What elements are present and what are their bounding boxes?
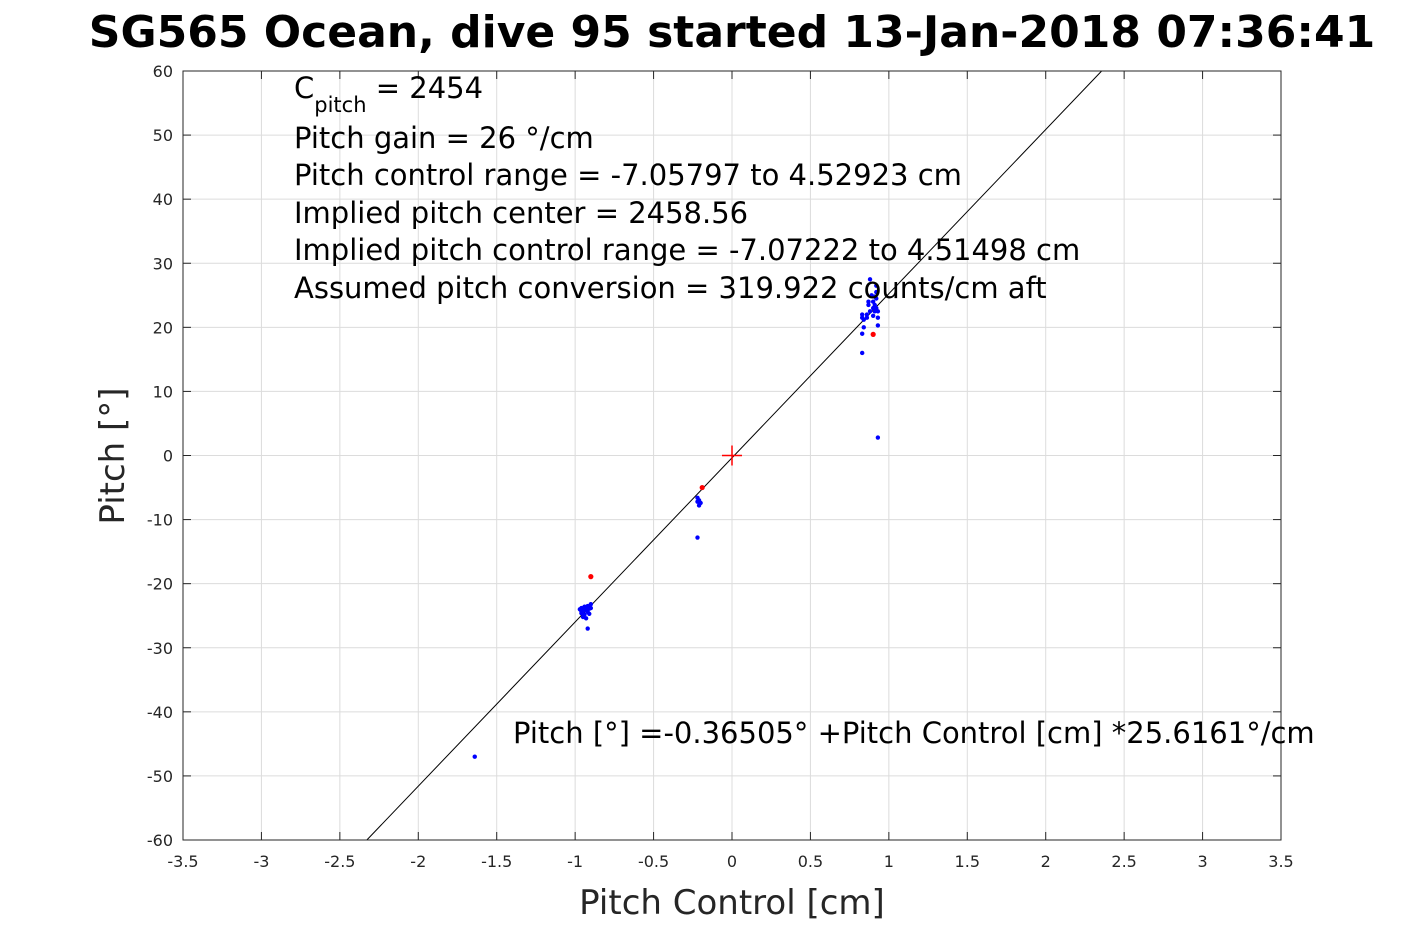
y-tick-label: 30: [153, 254, 173, 273]
x-tick-label: 3.5: [1268, 852, 1293, 871]
blue-data-point: [859, 350, 865, 356]
blue-data-point: [866, 299, 871, 304]
y-tick-label: 60: [153, 62, 173, 81]
blue-data-point: [875, 435, 881, 440]
blue-data-point: [872, 294, 877, 299]
implied-pitch-range-annotation: Implied pitch control range = -7.07222 t…: [294, 233, 1080, 267]
x-tick-label: -2: [410, 852, 426, 871]
x-tick-label: 1.5: [955, 852, 980, 871]
blue-data-point: [870, 313, 876, 318]
blue-data-point: [867, 277, 873, 282]
blue-data-point: [874, 289, 879, 295]
x-tick-label: 0.5: [798, 852, 823, 871]
pitch-conversion-annotation: Assumed pitch conversion = 319.922 count…: [294, 271, 1047, 305]
y-tick-label: -10: [147, 511, 173, 530]
c-pitch-annotation: Cpitch = 2454: [294, 71, 483, 117]
blue-data-point: [875, 315, 881, 320]
blue-data-point: [859, 331, 865, 336]
x-tick-label: -3.5: [167, 852, 198, 871]
data-points: [472, 277, 881, 759]
red-data-point: [588, 574, 594, 580]
blue-data-point: [866, 302, 871, 308]
x-tick-label: -2.5: [324, 852, 355, 871]
x-axis-label: Pitch Control [cm]: [579, 883, 885, 923]
x-tick-label: -1: [567, 852, 583, 871]
y-tick-label: 40: [153, 190, 173, 209]
y-tick-label: 50: [153, 126, 173, 145]
x-tick-label: -0.5: [638, 852, 669, 871]
blue-data-point: [583, 616, 589, 621]
blue-data-point: [867, 309, 873, 314]
x-tick-label: 2.5: [1111, 852, 1136, 871]
blue-data-point: [875, 323, 881, 328]
blue-data-point: [585, 626, 590, 631]
blue-data-point: [587, 611, 592, 616]
x-tick-label: -1.5: [481, 852, 512, 871]
x-tick-label: 2: [1041, 852, 1051, 871]
x-tick-label: -3: [253, 852, 269, 871]
blue-data-point: [582, 607, 587, 613]
pitch-control-range-annotation: Pitch control range = -7.05797 to 4.5292…: [294, 158, 962, 192]
c-pitch-value: = 2454: [367, 71, 484, 105]
y-tick-label: -40: [147, 703, 173, 722]
center-marker-group: [722, 445, 742, 466]
x-tick-label: 0: [727, 852, 737, 871]
blue-data-point: [582, 612, 587, 617]
y-tick-label: -30: [147, 639, 173, 658]
c-pitch-base: C: [294, 71, 314, 105]
blue-data-point: [864, 312, 870, 317]
blue-data-point: [861, 325, 866, 330]
blue-data-point: [864, 315, 870, 320]
red-data-point: [699, 484, 705, 491]
y-tick-label: 20: [153, 318, 173, 337]
pitch-gain-annotation: Pitch gain = 26 °/cm: [294, 121, 594, 155]
y-tick-label: -50: [147, 767, 173, 786]
c-pitch-subscript: pitch: [314, 93, 366, 117]
red-data-point: [870, 331, 876, 337]
y-tick-label: -60: [147, 831, 173, 850]
y-axis-label: Pitch [°]: [93, 387, 133, 524]
blue-data-point: [696, 498, 702, 503]
blue-data-point: [472, 754, 477, 759]
blue-data-point: [874, 305, 879, 311]
y-tick-label: 0: [163, 447, 173, 466]
blue-data-point: [859, 312, 865, 317]
implied-pitch-center-annotation: Implied pitch center = 2458.56: [294, 196, 748, 230]
blue-data-point: [588, 605, 594, 611]
fit-equation-annotation: Pitch [°] =-0.36505° +Pitch Control [cm]…: [513, 716, 1315, 750]
parameter-annotations: Cpitch = 2454 Pitch gain = 26 °/cm Pitch…: [294, 71, 1080, 305]
x-tick-label: 1: [884, 852, 894, 871]
blue-data-point: [588, 601, 594, 607]
y-tick-label: 10: [153, 382, 173, 401]
blue-data-point: [695, 535, 700, 540]
x-tick-label: 3: [1197, 852, 1207, 871]
axis-ticks: -3.5 -3 -2.5 -2 -1.5 -1 -0.5 0 0.5 1 1.5 2 2.5 3 3.5 -6…: [147, 62, 1294, 871]
blue-data-point: [874, 283, 879, 288]
plot-frame: [182, 70, 1282, 841]
y-tick-label: -20: [147, 575, 173, 594]
chart-title: SG565 Ocean, dive 95 started 13-Jan-2018…: [89, 7, 1375, 58]
